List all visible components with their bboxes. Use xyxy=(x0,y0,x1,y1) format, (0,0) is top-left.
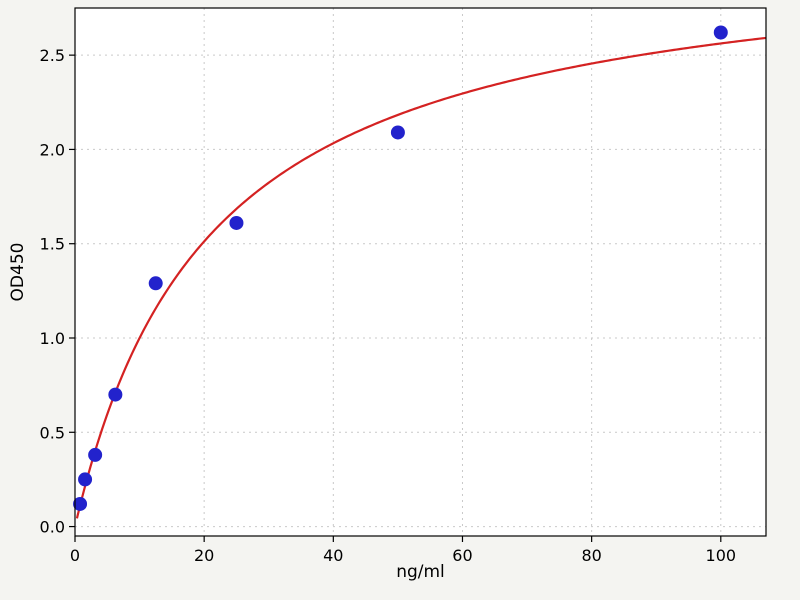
data-point xyxy=(390,125,405,140)
data-point xyxy=(88,447,103,462)
x-axis-label: ng/ml xyxy=(396,562,445,582)
x-tick-label: 0 xyxy=(70,546,80,565)
data-point xyxy=(78,472,93,487)
data-point xyxy=(148,276,163,291)
y-tick-label: 0.5 xyxy=(40,423,65,442)
y-tick-label: 0.0 xyxy=(40,518,65,537)
plot-frame xyxy=(74,7,767,537)
x-tick-label: 20 xyxy=(194,546,214,565)
y-tick-label: 2.0 xyxy=(40,140,65,159)
x-tick-label: 60 xyxy=(452,546,472,565)
x-tick-label: 100 xyxy=(706,546,737,565)
x-tick-label: 40 xyxy=(323,546,343,565)
data-point xyxy=(229,215,244,230)
y-axis-label: OD450 xyxy=(8,242,28,302)
data-point xyxy=(713,25,728,40)
fit-curve-line xyxy=(75,36,767,519)
y-tick-label: 1.0 xyxy=(40,329,65,348)
plot-background xyxy=(75,8,766,536)
x-tick-label: 80 xyxy=(581,546,601,565)
y-tick-label: 2.5 xyxy=(40,46,65,65)
data-point xyxy=(73,496,88,511)
y-tick-label: 1.5 xyxy=(40,235,65,254)
data-point xyxy=(108,387,123,402)
